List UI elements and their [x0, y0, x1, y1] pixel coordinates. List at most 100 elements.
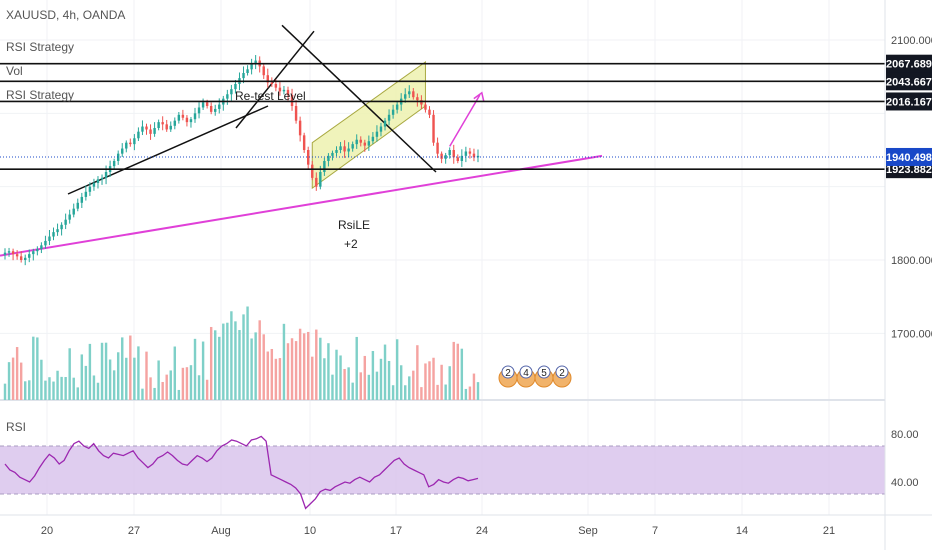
- volume-bar: [472, 373, 476, 400]
- candle-body: [157, 122, 160, 128]
- candle-body: [15, 254, 19, 257]
- candlesticks: [3, 55, 480, 266]
- candle-body: [302, 135, 306, 150]
- black-line-steep: [235, 30, 315, 129]
- study-label-rsi-strategy-1[interactable]: RSI Strategy: [6, 40, 75, 54]
- candle-body: [189, 119, 193, 123]
- candle-body: [60, 224, 63, 230]
- candle-body: [169, 125, 172, 130]
- candle-body: [121, 148, 124, 154]
- candle-body: [88, 186, 92, 192]
- rsi-pane-label[interactable]: RSI: [6, 420, 27, 434]
- candle-body: [84, 191, 88, 197]
- date-tick-label-3: 10: [304, 525, 316, 537]
- candle-body: [363, 142, 367, 146]
- volume-bar: [452, 341, 455, 400]
- volume-bar: [327, 343, 330, 400]
- volume-bar: [226, 322, 229, 400]
- candle-body: [96, 179, 100, 183]
- candle-body: [72, 208, 75, 215]
- volume-bar: [363, 355, 367, 400]
- volume-bar: [137, 346, 140, 400]
- volume-bar: [246, 306, 249, 400]
- volume-bar: [412, 370, 415, 400]
- volume-bar: [76, 387, 79, 400]
- volume-bar: [141, 388, 144, 400]
- volume-bar: [468, 386, 472, 400]
- volume-bar: [306, 331, 310, 400]
- volume-bar: [230, 311, 233, 400]
- volume-bar: [15, 347, 19, 400]
- volume-bar: [298, 328, 302, 400]
- volume-bar: [242, 314, 245, 400]
- volume-bar: [399, 365, 403, 400]
- candle-body: [408, 91, 411, 95]
- candle-body: [254, 60, 257, 64]
- date-tick-label-1: 27: [128, 525, 140, 537]
- volume-bar: [84, 365, 88, 400]
- date-tick-label-9: 21: [823, 525, 835, 537]
- candle-body: [149, 129, 152, 134]
- volume-bar: [72, 377, 75, 400]
- candle-body: [335, 150, 338, 153]
- volume-bar: [214, 330, 217, 400]
- volume-bar: [218, 336, 221, 400]
- event-badge-text-3: 2: [559, 368, 565, 379]
- candle-body: [201, 102, 205, 108]
- candle-body: [343, 146, 346, 152]
- symbol-title[interactable]: XAUUSD, 4h, OANDA: [6, 8, 126, 22]
- volume-bar: [201, 341, 205, 400]
- candle-body: [161, 122, 164, 125]
- volume-bar: [153, 387, 156, 400]
- candle-body: [428, 109, 431, 115]
- volume-bar: [7, 362, 11, 400]
- volume-bar: [367, 374, 371, 400]
- volume-bar: [258, 320, 261, 400]
- candle-body: [319, 172, 322, 187]
- candle-body: [452, 150, 455, 158]
- volume-bar: [185, 367, 189, 400]
- level-tag-text-3: 1923.882: [886, 164, 932, 176]
- candle-body: [262, 66, 265, 76]
- rsi-series-line: [4, 435, 479, 510]
- candle-body: [19, 256, 23, 260]
- candle-body: [44, 240, 47, 246]
- candle-body: [141, 126, 144, 132]
- volume-bar: [165, 374, 168, 400]
- candle-body: [129, 142, 132, 145]
- candle-body: [371, 136, 375, 142]
- candle-body: [339, 146, 342, 150]
- study-label-rsi-strategy-2[interactable]: RSI Strategy: [6, 88, 75, 102]
- candle-body: [181, 114, 185, 118]
- price-tick-label-1: 1800.000: [891, 255, 932, 267]
- projection-arrowhead: [473, 91, 485, 102]
- event-badge-bubble-2: [537, 365, 551, 379]
- volume-bar: [222, 323, 225, 400]
- volume-bar: [432, 357, 435, 400]
- candle-body: [375, 131, 379, 137]
- candle-body: [64, 219, 67, 225]
- candle-body: [367, 141, 371, 146]
- date-tick-label-4: 17: [390, 525, 402, 537]
- candle-body: [286, 89, 290, 95]
- event-badge-bubble-3: [555, 365, 569, 379]
- volume-bar: [32, 336, 35, 400]
- volume-bar: [343, 368, 346, 400]
- candle-body: [323, 161, 326, 172]
- volume-bar: [48, 377, 51, 400]
- date-tick-label-8: 14: [736, 525, 748, 537]
- price-tick-label-2: 1700.000: [891, 328, 932, 340]
- volume-bar: [28, 380, 31, 400]
- volume-bar: [112, 370, 116, 400]
- study-label-vol[interactable]: Vol: [6, 64, 23, 78]
- volume-bar: [319, 337, 322, 400]
- rsi-tick-label-0: 80.00: [891, 429, 919, 441]
- candle-body: [416, 97, 419, 101]
- candle-body: [177, 114, 181, 121]
- candle-body: [359, 139, 362, 143]
- candle-body: [468, 151, 472, 154]
- volume-bar: [3, 383, 7, 400]
